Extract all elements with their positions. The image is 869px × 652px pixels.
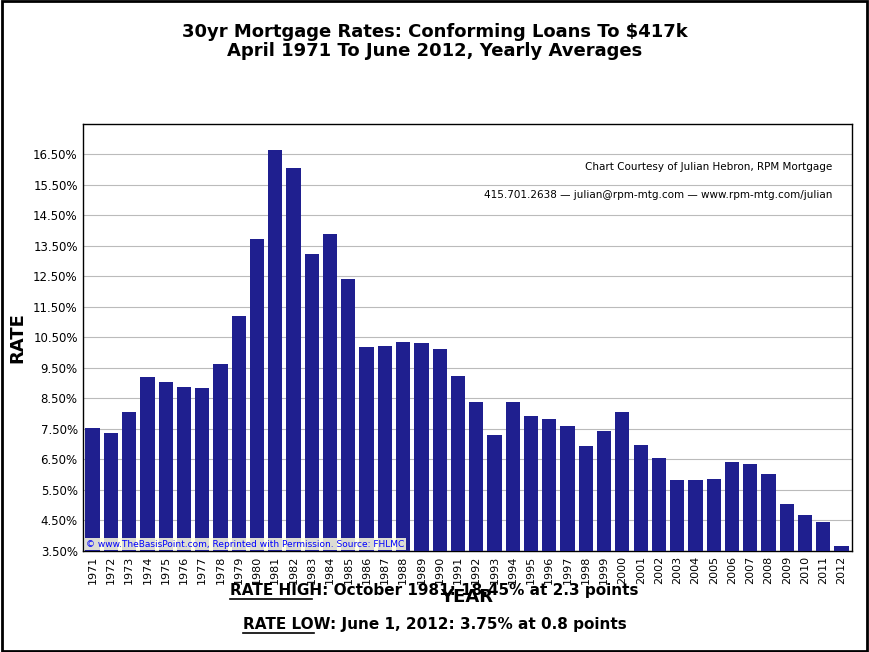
Y-axis label: RATE: RATE bbox=[8, 312, 26, 363]
Bar bbox=[506, 402, 520, 652]
Bar bbox=[743, 464, 758, 652]
Bar bbox=[634, 445, 647, 652]
Bar bbox=[834, 546, 849, 652]
Bar bbox=[195, 388, 209, 652]
Text: RATE LOW: June 1, 2012: 3.75% at 0.8 points: RATE LOW: June 1, 2012: 3.75% at 0.8 poi… bbox=[242, 617, 627, 632]
Bar bbox=[725, 462, 740, 652]
Bar bbox=[652, 458, 666, 652]
Bar bbox=[524, 416, 538, 652]
Bar bbox=[469, 402, 483, 652]
Bar bbox=[342, 278, 355, 652]
Bar bbox=[670, 480, 684, 652]
Bar bbox=[287, 168, 301, 652]
X-axis label: YEAR: YEAR bbox=[441, 588, 494, 606]
Bar bbox=[360, 347, 374, 652]
Bar bbox=[579, 446, 593, 652]
Bar bbox=[488, 435, 501, 652]
Bar bbox=[85, 428, 100, 652]
Bar bbox=[232, 316, 246, 652]
Bar bbox=[779, 504, 794, 652]
Text: RATE HIGH: October 1981: 18.45% at 2.3 points: RATE HIGH: October 1981: 18.45% at 2.3 p… bbox=[230, 582, 639, 598]
Bar bbox=[816, 522, 831, 652]
Bar bbox=[214, 364, 228, 652]
Bar bbox=[433, 349, 447, 652]
Bar bbox=[415, 343, 428, 652]
Bar bbox=[396, 342, 410, 652]
Bar bbox=[688, 480, 702, 652]
Text: 30yr Mortgage Rates: Conforming Loans To $417k: 30yr Mortgage Rates: Conforming Loans To… bbox=[182, 23, 687, 41]
Text: 415.701.2638 — julian@rpm-mtg.com — www.rpm-mtg.com/julian: 415.701.2638 — julian@rpm-mtg.com — www.… bbox=[484, 190, 833, 200]
Text: April 1971 To June 2012, Yearly Averages: April 1971 To June 2012, Yearly Averages bbox=[227, 42, 642, 61]
Bar bbox=[269, 151, 282, 652]
Bar bbox=[323, 234, 337, 652]
Bar bbox=[250, 239, 264, 652]
Bar bbox=[378, 346, 392, 652]
Bar bbox=[561, 426, 574, 652]
Text: © www.TheBasisPoint.com, Reprinted with Permission. Source: FHLMC: © www.TheBasisPoint.com, Reprinted with … bbox=[86, 540, 405, 549]
Bar bbox=[122, 413, 136, 652]
Bar bbox=[305, 254, 319, 652]
Text: Chart Courtesy of Julian Hebron, RPM Mortgage: Chart Courtesy of Julian Hebron, RPM Mor… bbox=[585, 162, 833, 172]
Bar bbox=[706, 479, 720, 652]
Bar bbox=[140, 378, 155, 652]
Bar bbox=[103, 432, 118, 652]
Bar bbox=[176, 387, 191, 652]
Bar bbox=[761, 474, 776, 652]
Bar bbox=[615, 412, 629, 652]
Bar bbox=[451, 376, 465, 652]
Bar bbox=[542, 419, 556, 652]
Bar bbox=[597, 431, 611, 652]
Bar bbox=[158, 381, 173, 652]
Bar bbox=[798, 514, 813, 652]
